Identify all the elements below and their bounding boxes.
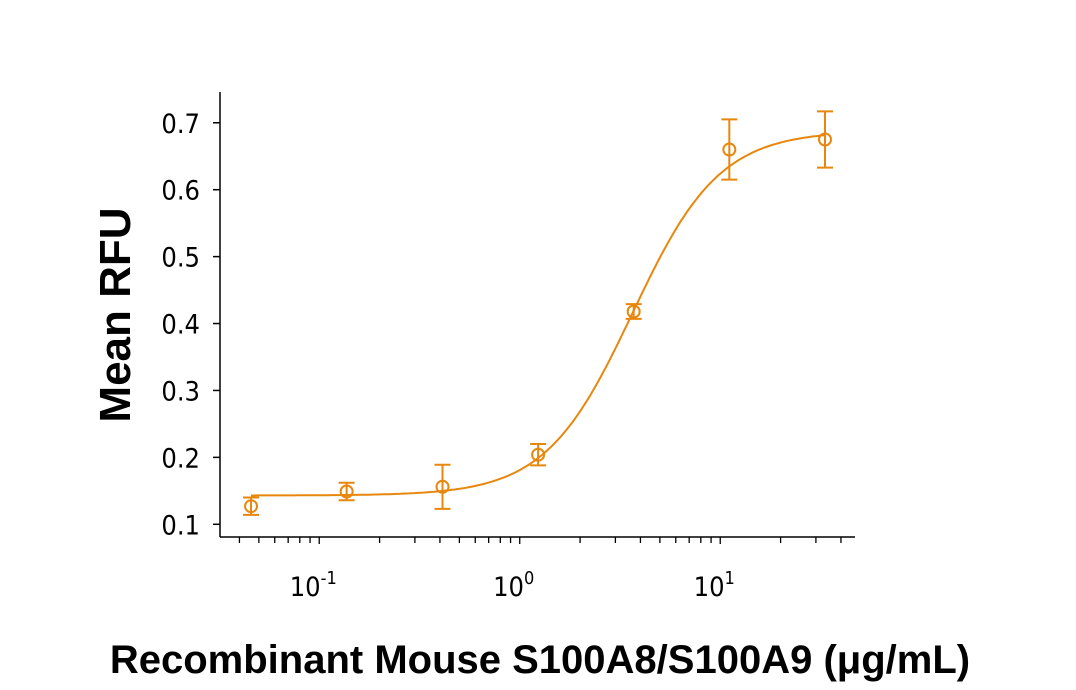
data-point — [530, 442, 547, 467]
data-point — [721, 118, 738, 181]
y-tick-label: 0.5 — [161, 243, 200, 274]
axes — [219, 92, 855, 538]
point-marker — [435, 479, 450, 494]
x-tick-label: 10-1 — [290, 568, 337, 603]
y-tick-label: 0.3 — [161, 376, 200, 407]
x-tick-label: 101 — [694, 568, 735, 603]
fit-curve — [251, 134, 826, 497]
point-marker — [817, 132, 832, 147]
data-point — [434, 463, 451, 510]
point-marker — [722, 142, 737, 157]
y-tick-label: 0.6 — [161, 176, 200, 207]
point-marker — [531, 447, 546, 462]
data-points — [243, 110, 833, 516]
ticks: 0.1 0.2 0.3 0.4 0.5 0.6 0.7 10-1 100 101 — [161, 109, 842, 603]
point-marker — [626, 304, 641, 319]
data-point — [625, 303, 642, 320]
x-tick-label: 100 — [493, 568, 534, 603]
y-tick-label: 0.1 — [161, 510, 200, 541]
y-axis-label: Mean RFU — [91, 207, 140, 422]
point-marker — [339, 484, 354, 499]
data-point — [816, 110, 833, 169]
data-point — [338, 481, 355, 502]
y-tick-label: 0.4 — [161, 310, 200, 341]
data-point — [243, 496, 260, 516]
y-tick-label: 0.7 — [161, 109, 200, 140]
point-marker — [244, 499, 259, 514]
x-axis-label: Recombinant Mouse S100A8/S100A9 (μg/mL) — [110, 638, 970, 682]
y-tick-label: 0.2 — [161, 443, 200, 474]
